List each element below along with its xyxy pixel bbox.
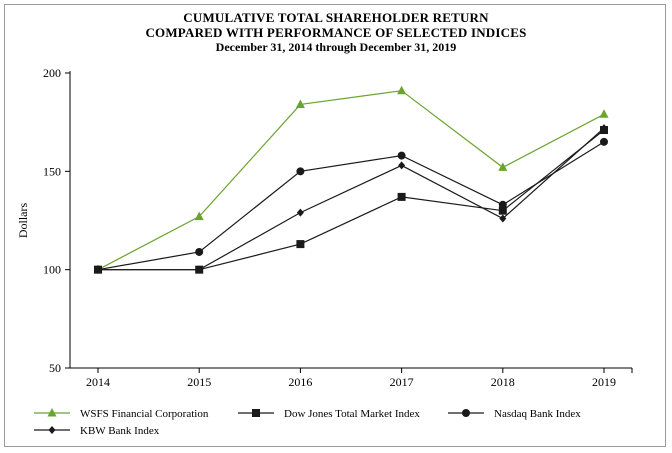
chart-axes: 50 100 150 200 2014 2015 2016 2017 2018 2019 Dolla… [16,66,633,389]
series-2 [94,137,608,274]
x-tick-label: 2015 [187,375,211,389]
data-point [498,162,508,171]
y-axis-label: Dollars [16,203,30,239]
series-line [97,90,605,271]
chart-title-line1: CUMULATIVE TOTAL SHAREHOLDER RETURN [183,10,489,25]
y-tick-label: 200 [43,66,61,80]
data-point [195,265,203,274]
chart-legend: WSFS Financial Corporation Dow Jones Tota… [34,408,581,437]
data-point [397,85,407,95]
series-0 [93,85,609,274]
data-point [398,161,406,170]
series-1 [94,126,608,274]
data-point [599,109,609,118]
legend-marker [252,409,260,417]
x-tick-label: 2014 [86,375,110,389]
chart-series [93,85,609,274]
legend-marker [48,426,56,434]
data-point [498,200,507,209]
series-line [98,129,605,271]
legend-item: KBW Bank Index [34,425,160,437]
data-point [397,151,406,160]
chart-subtitle: December 31, 2014 through December 31, 2… [215,40,457,54]
legend-marker [47,408,57,417]
legend-label: KBW Bank Index [80,425,160,437]
legend-marker [462,409,470,417]
series-line [98,127,605,271]
data-point [94,265,102,274]
x-tick-label: 2016 [288,375,312,389]
legend-item: WSFS Financial Corporation [34,408,209,420]
data-point [195,247,204,256]
legend-label: Nasdaq Bank Index [494,408,581,420]
data-point [296,167,305,176]
chart-frame [4,4,666,447]
data-point [499,214,507,223]
data-point [194,211,204,221]
x-tick-label: 2018 [491,375,515,389]
legend-item: Nasdaq Bank Index [448,408,581,420]
data-point [397,192,406,201]
x-tick-label: 2017 [390,375,414,389]
legend-label: Dow Jones Total Market Index [284,408,420,420]
data-point [498,206,507,215]
data-point [296,208,304,217]
data-point [295,99,305,108]
chart-title-line2: COMPARED WITH PERFORMANCE OF SELECTED IN… [145,25,527,40]
y-tick-label: 50 [49,361,61,375]
data-point [600,137,608,146]
data-point [600,124,608,133]
y-tick-label: 100 [43,263,61,277]
chart-titles: CUMULATIVE TOTAL SHAREHOLDER RETURN COMP… [0,10,672,55]
series-3 [94,124,608,274]
legend-item: Dow Jones Total Market Index [238,408,420,420]
legend-label: WSFS Financial Corporation [80,408,209,420]
y-tick-label: 150 [43,164,61,178]
x-tick-label: 2019 [592,375,616,389]
data-point [296,240,305,249]
series-line [97,141,605,271]
